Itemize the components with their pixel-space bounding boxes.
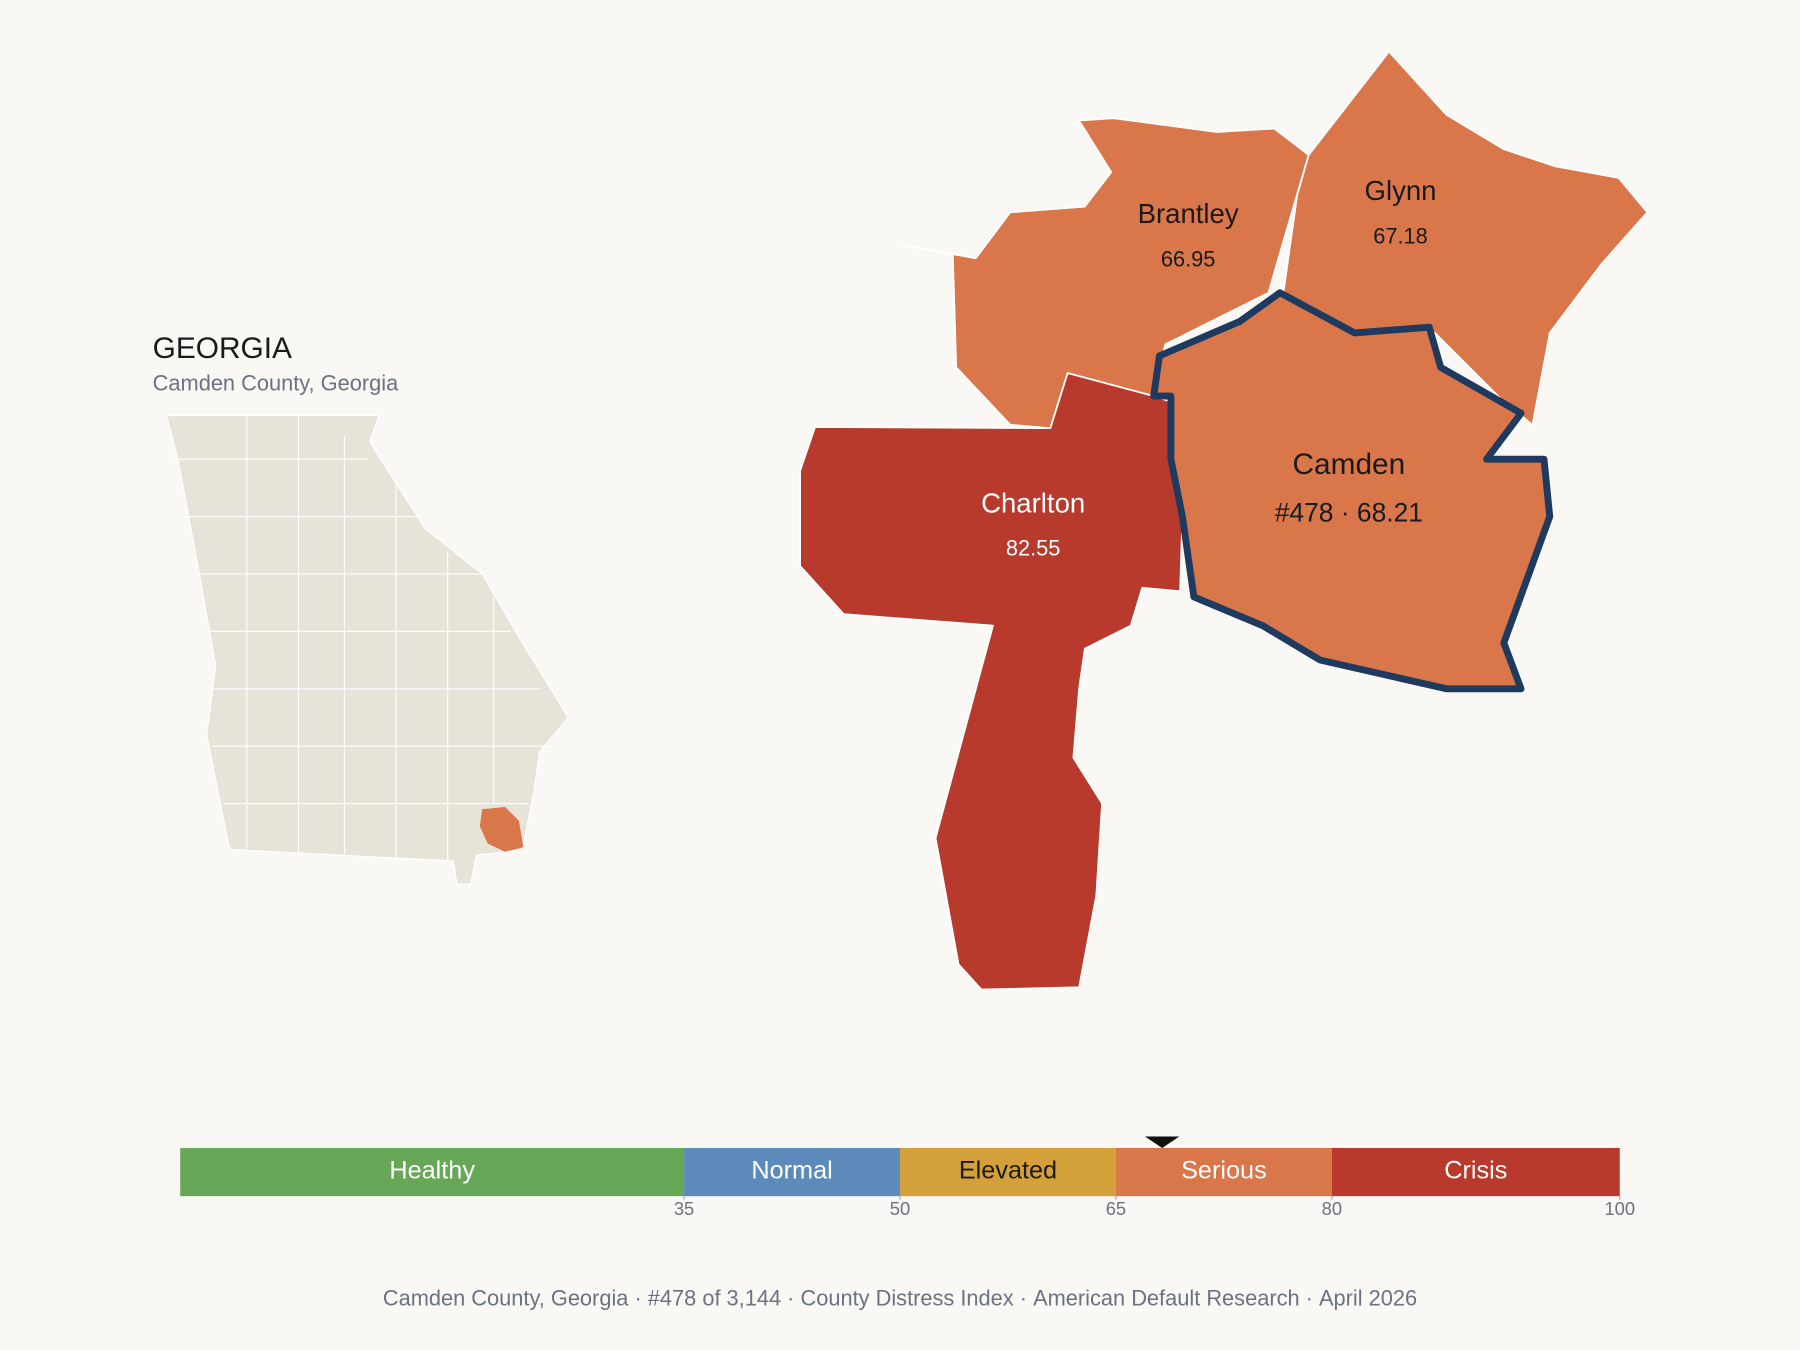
tick-label: 35 <box>674 1198 694 1219</box>
scale-band <box>684 1147 900 1197</box>
separator: · <box>781 1285 800 1310</box>
footer-item: #478 of 3,144 <box>648 1285 781 1310</box>
footer-item: Camden County, Georgia <box>383 1285 629 1310</box>
subtitle: Camden County, Georgia <box>153 370 399 395</box>
county-map: Brantley 66.95 Glynn 67.18 Charlton 82.55 Camd… <box>799 50 1649 991</box>
state-title: GEORGIA <box>153 332 292 365</box>
highlighted-county <box>479 807 524 852</box>
band-label: Crisis <box>1444 1157 1507 1185</box>
scale-band <box>1115 1147 1332 1197</box>
band-label: Normal <box>751 1157 832 1185</box>
footer-item: April 2026 <box>1319 1285 1417 1310</box>
tick-label: 50 <box>890 1198 910 1219</box>
distress-scale: Healthy Normal Elevated Serious Crisis 35 50 65… <box>180 1136 1635 1219</box>
county-score: 67.18 <box>1373 223 1428 248</box>
band-label: Healthy <box>389 1157 475 1185</box>
band-label: Serious <box>1181 1157 1267 1185</box>
county-name: Glynn <box>1365 175 1437 206</box>
tick-label: 100 <box>1604 1198 1635 1219</box>
county-score: 82.55 <box>1006 536 1061 561</box>
separator: · <box>1300 1285 1319 1310</box>
scale-band <box>1331 1147 1620 1197</box>
county-shape <box>1150 289 1554 693</box>
band-label: Elevated <box>959 1157 1057 1185</box>
separator: · <box>1014 1285 1033 1310</box>
separator: · <box>628 1285 647 1310</box>
county-score: #478 · 68.21 <box>1275 497 1423 527</box>
scale-band <box>900 1147 1116 1197</box>
score-marker <box>1144 1136 1180 1148</box>
county-shape <box>799 372 1184 991</box>
county-name: Camden <box>1292 448 1405 481</box>
footer: Camden County, Georgia · #478 of 3,144 ·… <box>383 1285 1417 1310</box>
scale-band <box>180 1147 685 1197</box>
county-score: 66.95 <box>1161 246 1216 271</box>
footer-item: County Distress Index <box>800 1285 1013 1310</box>
tick-label: 65 <box>1106 1198 1126 1219</box>
footer-item: American Default Research <box>1033 1285 1300 1310</box>
county-lines <box>172 415 552 861</box>
state-outline <box>165 414 569 885</box>
tick-label: 80 <box>1322 1198 1342 1219</box>
county-name: Brantley <box>1138 198 1239 229</box>
county-name: Charlton <box>981 487 1085 518</box>
